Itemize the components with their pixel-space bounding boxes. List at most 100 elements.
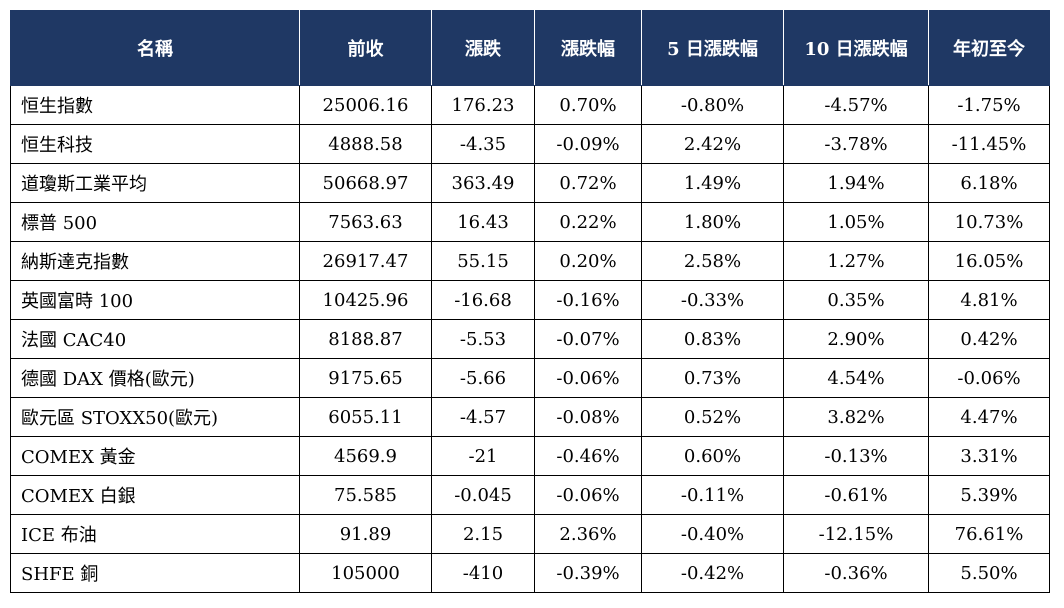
cell-5d-change-pct: -0.11% xyxy=(641,475,784,515)
cell-10d-change-pct: 4.54% xyxy=(783,358,929,398)
cell-10d-change-pct: 1.94% xyxy=(783,163,929,203)
cell-10d-change-pct: -3.78% xyxy=(783,124,929,164)
cell-ytd: 6.18% xyxy=(928,163,1050,203)
cell-10d-change-pct: -0.36% xyxy=(783,553,929,593)
cell-change-pct: 0.70% xyxy=(534,85,642,125)
cell-prev-close: 50668.97 xyxy=(299,163,432,203)
cell-prev-close: 8188.87 xyxy=(299,319,432,359)
cell-change-pct: 0.22% xyxy=(534,202,642,242)
cell-name: ICE 布油 xyxy=(10,514,300,554)
cell-prev-close: 9175.65 xyxy=(299,358,432,398)
cell-prev-close: 26917.47 xyxy=(299,241,432,281)
table-row: 納斯達克指數 26917.47 55.15 0.20% 2.58% 1.27% 16.05% xyxy=(10,241,1050,281)
table-row: 德國 DAX 價格(歐元) 9175.65 -5.66 -0.06% 0.73% 4.54… xyxy=(10,358,1050,398)
cell-name: 恒生指數 xyxy=(10,85,300,125)
cell-10d-change-pct: 1.05% xyxy=(783,202,929,242)
cell-prev-close: 6055.11 xyxy=(299,397,432,437)
header-ytd: 年初至今 xyxy=(928,10,1050,86)
cell-change: 2.15 xyxy=(431,514,535,554)
cell-prev-close: 7563.63 xyxy=(299,202,432,242)
cell-5d-change-pct: 2.42% xyxy=(641,124,784,164)
cell-ytd: 76.61% xyxy=(928,514,1050,554)
cell-10d-change-pct: -0.61% xyxy=(783,475,929,515)
cell-name: SHFE 銅 xyxy=(10,553,300,593)
table-row: ICE 布油 91.89 2.15 2.36% -0.40% -12.15% 76.61% xyxy=(10,514,1050,554)
cell-ytd: 5.39% xyxy=(928,475,1050,515)
cell-name: 英國富時 100 xyxy=(10,280,300,320)
cell-name: 恒生科技 xyxy=(10,124,300,164)
cell-change: -410 xyxy=(431,553,535,593)
cell-ytd: 10.73% xyxy=(928,202,1050,242)
cell-5d-change-pct: 0.83% xyxy=(641,319,784,359)
cell-5d-change-pct: -0.40% xyxy=(641,514,784,554)
cell-5d-change-pct: 0.52% xyxy=(641,397,784,437)
cell-prev-close: 105000 xyxy=(299,553,432,593)
cell-prev-close: 4569.9 xyxy=(299,436,432,476)
cell-change-pct: -0.16% xyxy=(534,280,642,320)
cell-change: 55.15 xyxy=(431,241,535,281)
header-10d-change-pct: 10 日漲跌幅 xyxy=(783,10,929,86)
cell-change: -16.68 xyxy=(431,280,535,320)
market-table-container: 名稱 前收 漲跌 漲跌幅 5 日漲跌幅 10 日漲跌幅 年初至今 恒生指數 250… xyxy=(10,10,1050,593)
cell-ytd: 5.50% xyxy=(928,553,1050,593)
table-body: 恒生指數 25006.16 176.23 0.70% -0.80% -4.57% -1.75… xyxy=(10,85,1050,593)
header-change: 漲跌 xyxy=(431,10,535,86)
cell-5d-change-pct: 0.60% xyxy=(641,436,784,476)
cell-ytd: -1.75% xyxy=(928,85,1050,125)
cell-name: COMEX 白銀 xyxy=(10,475,300,515)
cell-name: 納斯達克指數 xyxy=(10,241,300,281)
cell-change: -5.53 xyxy=(431,319,535,359)
cell-name: 歐元區 STOXX50(歐元) xyxy=(10,397,300,437)
table-row: 歐元區 STOXX50(歐元) 6055.11 -4.57 -0.08% 0.52% 3.… xyxy=(10,397,1050,437)
cell-change-pct: -0.08% xyxy=(534,397,642,437)
cell-name: 德國 DAX 價格(歐元) xyxy=(10,358,300,398)
cell-10d-change-pct: -12.15% xyxy=(783,514,929,554)
cell-name: 道瓊斯工業平均 xyxy=(10,163,300,203)
cell-ytd: 4.47% xyxy=(928,397,1050,437)
cell-change-pct: 0.72% xyxy=(534,163,642,203)
header-prev-close: 前收 xyxy=(299,10,432,86)
cell-prev-close: 91.89 xyxy=(299,514,432,554)
cell-change-pct: 2.36% xyxy=(534,514,642,554)
cell-change: -4.57 xyxy=(431,397,535,437)
cell-ytd: 16.05% xyxy=(928,241,1050,281)
table-row: 法國 CAC40 8188.87 -5.53 -0.07% 0.83% 2.90% 0.42… xyxy=(10,319,1050,359)
cell-name: 標普 500 xyxy=(10,202,300,242)
cell-change: -5.66 xyxy=(431,358,535,398)
table-row: COMEX 白銀 75.585 -0.045 -0.06% -0.11% -0.61% 5.… xyxy=(10,475,1050,515)
cell-prev-close: 75.585 xyxy=(299,475,432,515)
cell-10d-change-pct: 0.35% xyxy=(783,280,929,320)
cell-10d-change-pct: 1.27% xyxy=(783,241,929,281)
cell-5d-change-pct: 0.73% xyxy=(641,358,784,398)
table-row: SHFE 銅 105000 -410 -0.39% -0.42% -0.36% 5.50% xyxy=(10,553,1050,593)
cell-10d-change-pct: -0.13% xyxy=(783,436,929,476)
cell-ytd: -0.06% xyxy=(928,358,1050,398)
table-row: 恒生科技 4888.58 -4.35 -0.09% 2.42% -3.78% -11.45% xyxy=(10,124,1050,164)
header-change-pct: 漲跌幅 xyxy=(534,10,642,86)
cell-5d-change-pct: -0.42% xyxy=(641,553,784,593)
cell-name: COMEX 黃金 xyxy=(10,436,300,476)
market-table: 名稱 前收 漲跌 漲跌幅 5 日漲跌幅 10 日漲跌幅 年初至今 恒生指數 250… xyxy=(10,10,1050,593)
cell-ytd: 4.81% xyxy=(928,280,1050,320)
cell-ytd: 3.31% xyxy=(928,436,1050,476)
cell-change-pct: -0.46% xyxy=(534,436,642,476)
cell-change-pct: -0.06% xyxy=(534,358,642,398)
table-row: 標普 500 7563.63 16.43 0.22% 1.80% 1.05% 10.73% xyxy=(10,202,1050,242)
cell-change: -4.35 xyxy=(431,124,535,164)
cell-change-pct: -0.07% xyxy=(534,319,642,359)
cell-10d-change-pct: 2.90% xyxy=(783,319,929,359)
cell-change: 363.49 xyxy=(431,163,535,203)
table-row: 道瓊斯工業平均 50668.97 363.49 0.72% 1.49% 1.94% 6.18… xyxy=(10,163,1050,203)
table-row: COMEX 黃金 4569.9 -21 -0.46% 0.60% -0.13% 3.31% xyxy=(10,436,1050,476)
cell-change: 16.43 xyxy=(431,202,535,242)
header-name: 名稱 xyxy=(10,10,300,86)
cell-prev-close: 25006.16 xyxy=(299,85,432,125)
cell-prev-close: 4888.58 xyxy=(299,124,432,164)
cell-5d-change-pct: 2.58% xyxy=(641,241,784,281)
cell-change: 176.23 xyxy=(431,85,535,125)
table-row: 英國富時 100 10425.96 -16.68 -0.16% -0.33% 0.35% 4… xyxy=(10,280,1050,320)
table-row: 恒生指數 25006.16 176.23 0.70% -0.80% -4.57% -1.75… xyxy=(10,85,1050,125)
cell-prev-close: 10425.96 xyxy=(299,280,432,320)
cell-ytd: 0.42% xyxy=(928,319,1050,359)
cell-change-pct: -0.06% xyxy=(534,475,642,515)
